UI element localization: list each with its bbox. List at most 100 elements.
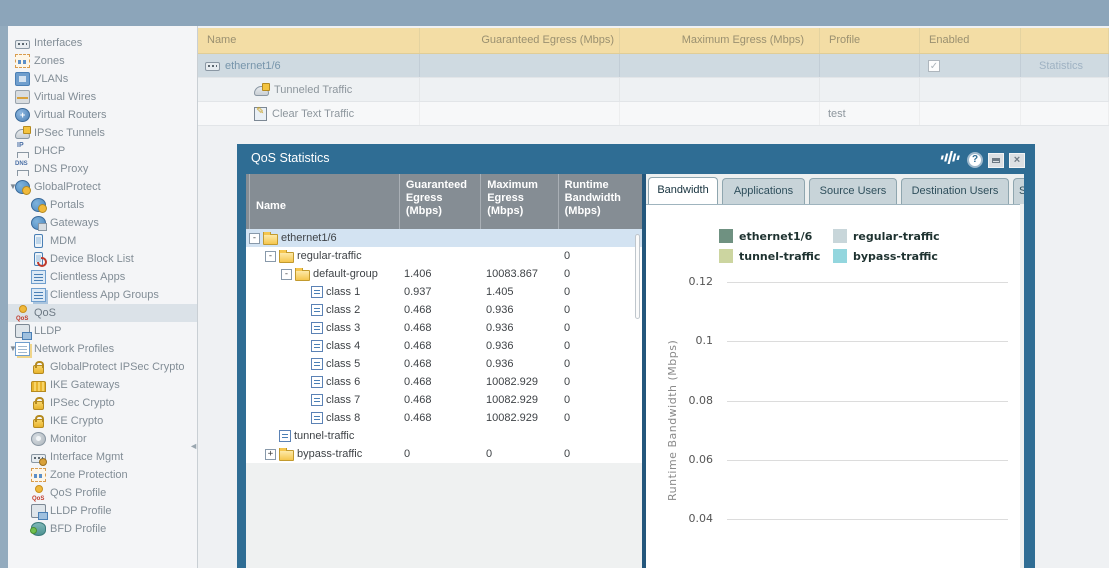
sidebar-item-mdm[interactable]: MDM	[8, 232, 197, 250]
y-tick-label: 0.08	[688, 393, 714, 407]
lldp-profile-icon	[31, 504, 48, 520]
runtime-bandwidth-value: 0	[564, 250, 571, 262]
tab-destination-users[interactable]: Destination Users	[901, 178, 1009, 204]
sidebar-item-qos-profile[interactable]: QoS Profile	[8, 484, 197, 502]
dialog-titlebar[interactable]: QoS Statistics ? ×	[237, 144, 1035, 174]
guaranteed-egress-value: 1.406	[404, 268, 432, 280]
tab-bandwidth[interactable]: Bandwidth	[648, 177, 718, 204]
sidebar-item-clientless-apps[interactable]: Clientless Apps	[8, 268, 197, 286]
sidebar-item-globalprotect-ipsec-crypto[interactable]: GlobalProtect IPSec Crypto	[8, 358, 197, 376]
sidebar-item-ipsec-tunnels[interactable]: IPSec Tunnels	[8, 124, 197, 142]
tree-row-ethernet1-6[interactable]: - ethernet1/6	[246, 229, 642, 247]
guaranteed-egress-value: 0.468	[404, 358, 432, 370]
folder-icon	[279, 447, 294, 461]
column-header-maximum-egress-mbps[interactable]: Maximum Egress (Mbps)	[620, 28, 820, 53]
tree-column-header-guaranteed-egress-mbps[interactable]: Guaranteed Egress (Mbps)	[398, 174, 480, 229]
tree-row-class-5[interactable]: class 5 0.468 0.936 0	[246, 355, 642, 373]
tree-row-bypass-traffic[interactable]: + bypass-traffic 0 0 0	[246, 445, 642, 463]
tree-row-tunnel-traffic[interactable]: tunnel-traffic	[246, 427, 642, 445]
zones-icon	[15, 54, 30, 68]
sidebar-item-label: Clientless App Groups	[50, 289, 159, 301]
expand-box-icon[interactable]: +	[265, 448, 276, 460]
sidebar-item-gateways[interactable]: Gateways	[8, 214, 197, 232]
tree-row-class-2[interactable]: class 2 0.468 0.936 0	[246, 301, 642, 319]
legend-swatch	[833, 249, 847, 263]
sidebar-item-label: Zones	[34, 55, 65, 67]
tree-row-class-4[interactable]: class 4 0.468 0.936 0	[246, 337, 642, 355]
close-icon[interactable]: ×	[1009, 152, 1025, 168]
sidebar-item-network-profiles[interactable]: ▼ Network Profiles	[8, 340, 197, 358]
tab-source-users[interactable]: Source Users	[809, 178, 897, 204]
top-banner	[0, 0, 1109, 26]
column-header-guaranteed-egress-mbps[interactable]: Guaranteed Egress (Mbps)	[420, 28, 620, 53]
sidebar-item-qos[interactable]: QoS	[8, 304, 197, 322]
tunneled-traffic-icon	[254, 82, 270, 96]
column-header-profile[interactable]: Profile	[820, 28, 920, 53]
tree-row-class-6[interactable]: class 6 0.468 10082.929 0	[246, 373, 642, 391]
statistics-link[interactable]: Statistics	[1039, 59, 1084, 72]
sidebar-item-lldp-profile[interactable]: LLDP Profile	[8, 502, 197, 520]
tree-row-class-7[interactable]: class 7 0.468 10082.929 0	[246, 391, 642, 409]
zone-protection-icon	[31, 468, 46, 482]
column-header-name[interactable]: Name	[198, 28, 420, 53]
collapse-box-icon[interactable]: -	[281, 268, 292, 280]
runtime-bandwidth-value: 0	[564, 376, 571, 388]
sidebar-item-interfaces[interactable]: Interfaces	[8, 34, 197, 52]
collapse-arrow-icon[interactable]: ▼	[9, 344, 17, 353]
tree-row-class-8[interactable]: class 8 0.468 10082.929 0	[246, 409, 642, 427]
folder-icon	[279, 249, 294, 263]
tree-row-default-group[interactable]: - default-group 1.406 10083.867 0	[246, 265, 642, 283]
tree-row-class-1[interactable]: class 1 0.937 1.405 0	[246, 283, 642, 301]
tree-column-header-name[interactable]: Name	[249, 174, 399, 229]
column-header-statistics[interactable]	[1021, 28, 1109, 53]
sidebar-item-portals[interactable]: Portals	[8, 196, 197, 214]
sidebar-item-virtual-wires[interactable]: Virtual Wires	[8, 88, 197, 106]
tree-scrollbar-thumb[interactable]	[635, 234, 640, 319]
sidebar-item-interface-mgmt[interactable]: Interface Mgmt	[8, 448, 197, 466]
ike-gateways-icon	[31, 380, 46, 392]
sidebar-item-globalprotect[interactable]: ▼ GlobalProtect	[8, 178, 197, 196]
collapse-box-icon[interactable]: -	[249, 232, 260, 244]
sidebar-item-ipsec-crypto[interactable]: IPSec Crypto	[8, 394, 197, 412]
table-row-ethernet1-6[interactable]: ethernet1/6 ✓ Statistics	[198, 54, 1109, 78]
sidebar-item-ike-crypto[interactable]: IKE Crypto	[8, 412, 197, 430]
guaranteed-egress-value: 0.468	[404, 322, 432, 334]
lldp-icon	[15, 324, 32, 340]
column-header-enabled[interactable]: Enabled	[920, 28, 1021, 53]
sidebar-item-dns-proxy[interactable]: DNS Proxy	[8, 160, 197, 178]
sidebar-item-bfd-profile[interactable]: BFD Profile	[8, 520, 197, 538]
sidebar-collapse-arrow[interactable]: ◄	[189, 441, 198, 451]
tab-s[interactable]: S	[1013, 178, 1024, 204]
tree-row-class-3[interactable]: class 3 0.468 0.936 0	[246, 319, 642, 337]
sidebar-item-clientless-app-groups[interactable]: Clientless App Groups	[8, 286, 197, 304]
table-row-clear-text-traffic[interactable]: Clear Text Traffic test	[198, 102, 1109, 126]
tree-column-header-maximum-egress-mbps[interactable]: Maximum Egress (Mbps)	[480, 174, 557, 229]
activity-icon[interactable]	[938, 150, 962, 170]
sidebar-item-zone-protection[interactable]: Zone Protection	[8, 466, 197, 484]
sidebar-item-vlans[interactable]: VLANs	[8, 70, 197, 88]
enabled-checkbox[interactable]: ✓	[928, 59, 940, 72]
collapse-box-icon[interactable]: -	[265, 250, 276, 262]
sidebar-item-monitor[interactable]: Monitor	[8, 430, 197, 448]
sidebar-item-virtual-routers[interactable]: Virtual Routers	[8, 106, 197, 124]
maximize-icon[interactable]	[988, 152, 1004, 168]
runtime-bandwidth-value: 0	[564, 268, 571, 280]
table-row-tunneled-traffic[interactable]: Tunneled Traffic	[198, 78, 1109, 102]
panel-splitter[interactable]	[642, 174, 646, 568]
collapse-arrow-icon[interactable]: ▼	[9, 182, 17, 191]
sidebar-item-dhcp[interactable]: DHCP	[8, 142, 197, 160]
class-icon	[311, 340, 323, 352]
help-icon[interactable]: ?	[967, 152, 983, 168]
tab-applications[interactable]: Applications	[722, 178, 805, 204]
sidebar-item-ike-gateways[interactable]: IKE Gateways	[8, 376, 197, 394]
legend-label: bypass-traffic	[853, 249, 938, 263]
tree-column-header-runtime-bandwidth-mbps[interactable]: Runtime Bandwidth (Mbps)	[557, 174, 642, 229]
sidebar-item-label: IPSec Crypto	[50, 397, 115, 409]
gridline	[727, 282, 1008, 283]
interface-mgmt-icon	[31, 453, 47, 466]
sidebar-item-label: LLDP	[34, 325, 62, 337]
sidebar-item-device-block-list[interactable]: Device Block List	[8, 250, 197, 268]
sidebar-item-lldp[interactable]: LLDP	[8, 322, 197, 340]
tree-row-regular-traffic[interactable]: - regular-traffic 0	[246, 247, 642, 265]
sidebar-item-zones[interactable]: Zones	[8, 52, 197, 70]
